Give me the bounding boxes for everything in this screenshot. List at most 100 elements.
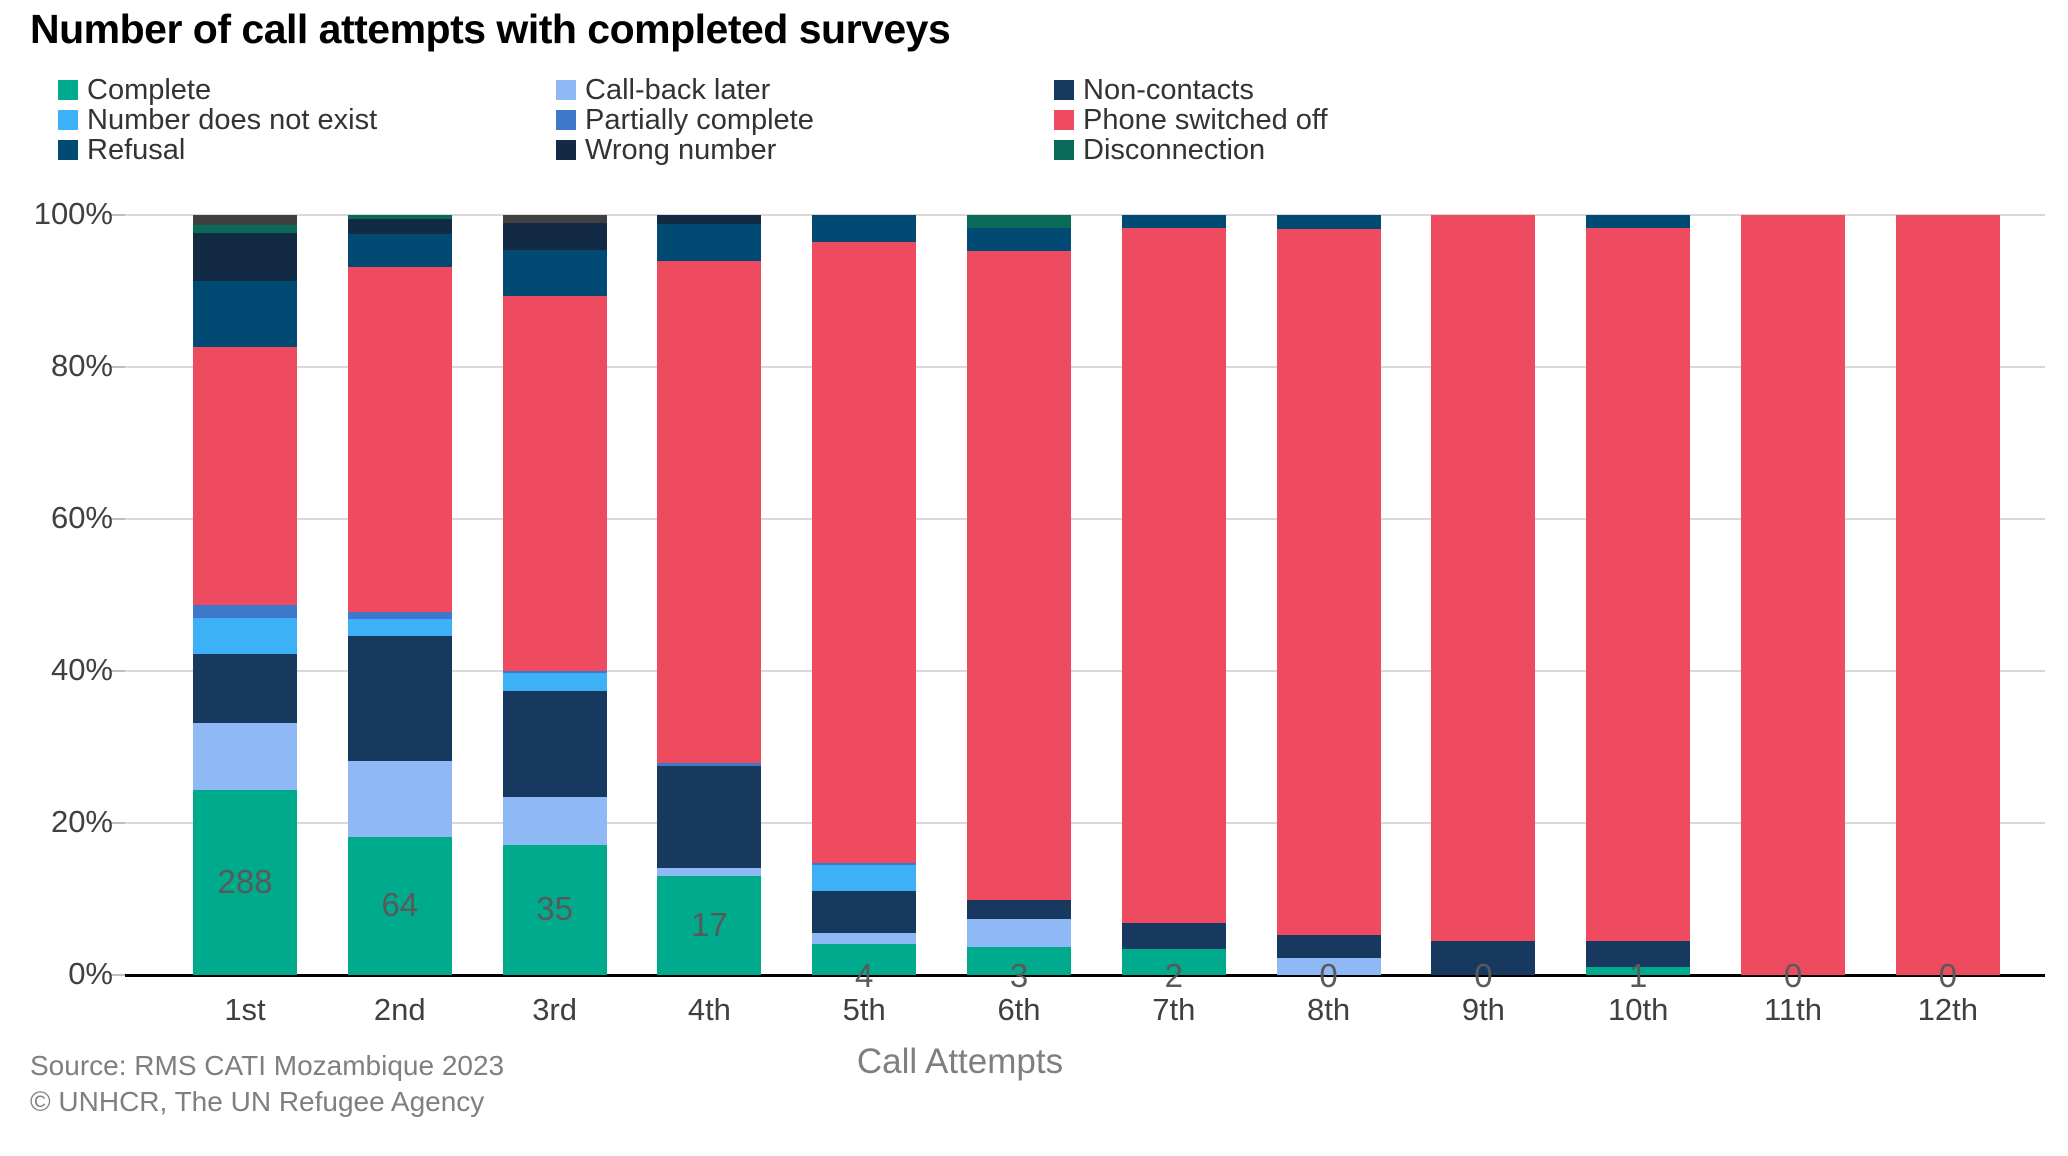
bar-segment-phone-switched-off — [347, 266, 452, 613]
bar-segment-non-contacts — [1121, 923, 1226, 950]
bar-data-label: 0 — [1319, 957, 1338, 994]
bar-segment-disconnection — [193, 224, 297, 234]
legend-item-call-back-later: Call-back later — [556, 73, 771, 106]
bar-segment-other-unlabelled-grey-segment- — [502, 215, 607, 224]
bar-segment-call-back-later — [812, 933, 917, 944]
y-axis-label: 0% — [68, 956, 113, 991]
bar-data-label: 0 — [1474, 957, 1493, 994]
bar-segment-complete — [967, 946, 1071, 975]
legend-swatch-icon — [1054, 80, 1074, 100]
bar-segment-number-does-not-exist — [193, 617, 297, 654]
legend-item-number-does-not-exist: Number does not exist — [58, 103, 378, 136]
y-axis-tick — [111, 822, 125, 824]
x-axis-label: 5th — [842, 992, 886, 1027]
bar-segment-non-contacts — [347, 636, 452, 761]
bar-segment-other-unlabelled-grey-segment- — [193, 215, 297, 225]
stacked-bar-10th — [1586, 215, 1691, 975]
bar-segment-phone-switched-off — [1276, 229, 1381, 935]
source-text: Source: RMS CATI Mozambique 2023 — [30, 1050, 505, 1081]
bar-segment-phone-switched-off — [812, 241, 917, 863]
x-axis-label: 1st — [224, 992, 266, 1027]
stacked-bar-11th — [1741, 215, 1845, 975]
bar-segment-partially-complete — [347, 612, 452, 619]
bar-segment-call-back-later — [1276, 958, 1381, 975]
y-axis-tick — [111, 214, 125, 216]
legend-swatch-icon — [58, 110, 78, 130]
bar-segment-phone-switched-off — [1121, 227, 1226, 924]
bar-segment-phone-switched-off — [1431, 215, 1536, 941]
legend-swatch-icon — [556, 110, 576, 130]
bar-segment-phone-switched-off — [1741, 215, 1845, 975]
bar-segment-partially-complete — [812, 862, 917, 865]
y-axis-label: 40% — [50, 652, 113, 687]
bar-data-label: 1 — [1629, 957, 1648, 994]
x-axis-label: 8th — [1307, 992, 1351, 1027]
bar-segment-refusal — [657, 224, 762, 262]
legend-label: Refusal — [87, 133, 186, 166]
stacked-bar-3rd — [502, 215, 607, 975]
bar-segment-number-does-not-exist — [347, 618, 452, 637]
legend-swatch-icon — [556, 80, 576, 100]
bar-segment-non-contacts — [967, 899, 1071, 919]
bar-segment-refusal — [812, 215, 917, 242]
stacked-bar-8th — [1276, 215, 1381, 975]
bar-segment-refusal — [502, 249, 607, 296]
legend-item-non-contacts: Non-contacts — [1054, 73, 1254, 106]
bar-data-label: 17 — [691, 905, 728, 943]
x-axis-label: 3rd — [532, 992, 577, 1027]
bar-segment-wrong-number — [657, 215, 762, 225]
legend-label: Partially complete — [585, 103, 814, 136]
bar-data-label: 0 — [1938, 957, 1957, 994]
stacked-bar-6th — [967, 215, 1071, 975]
bar-segment-refusal — [193, 281, 297, 348]
legend-label: Call-back later — [585, 73, 771, 106]
bar-segment-disconnection — [347, 215, 452, 219]
gridline — [125, 518, 2045, 520]
legend-swatch-icon — [58, 80, 78, 100]
bar-segment-non-contacts — [657, 766, 762, 868]
legend-label: Number does not exist — [87, 103, 378, 136]
legend-item-phone-switched-off: Phone switched off — [1054, 104, 1328, 136]
bar-data-label: 64 — [381, 885, 419, 923]
bar-segment-phone-switched-off — [1895, 215, 2000, 975]
x-axis-label: 11th — [1763, 992, 1823, 1027]
bar-segment-call-back-later — [657, 867, 762, 877]
bar-segment-refusal — [1276, 215, 1381, 230]
bar-segment-complete — [502, 845, 607, 975]
bar-segment-wrong-number — [502, 223, 607, 250]
stacked-bar-9th — [1431, 215, 1536, 975]
stacked-bar-5th — [812, 215, 917, 975]
bar-segment-call-back-later — [347, 760, 452, 837]
bar-segment-non-contacts — [502, 690, 607, 798]
x-axis-line — [125, 974, 2045, 977]
bar-segment-number-does-not-exist — [502, 672, 607, 691]
legend-label: Non-contacts — [1083, 73, 1254, 106]
bar-segment-non-contacts — [1431, 940, 1536, 975]
legend-swatch-icon — [58, 140, 78, 160]
legend-item-disconnection: Disconnection — [1054, 134, 1265, 166]
y-axis-tick — [111, 670, 125, 672]
x-axis-label: 4th — [687, 992, 731, 1027]
bar-segment-refusal — [1121, 215, 1226, 228]
gridline — [125, 214, 2045, 216]
bar-segment-call-back-later — [967, 918, 1071, 947]
y-axis-label: 80% — [50, 348, 113, 383]
legend-item-complete: Complete — [58, 74, 211, 106]
bar-data-label: 2 — [1164, 957, 1183, 994]
y-axis-label: 60% — [50, 500, 113, 535]
legend-item-partially-complete: Partially complete — [556, 103, 814, 136]
bar-segment-phone-switched-off — [967, 250, 1071, 900]
legend-label: Wrong number — [585, 133, 777, 166]
bar-data-label: 35 — [536, 890, 573, 928]
chart-legend: Complete Call-back later Non-contacts Numbe… — [0, 70, 2068, 170]
x-axis-label: 9th — [1461, 992, 1505, 1027]
bar-segment-non-contacts — [193, 653, 297, 724]
bar-segment-non-contacts — [812, 891, 917, 934]
gridline — [125, 670, 2045, 672]
bar-segment-phone-switched-off — [1586, 227, 1691, 941]
bar-segment-refusal — [967, 227, 1071, 251]
y-axis-label: 20% — [50, 804, 113, 839]
y-axis-tick — [111, 518, 125, 520]
